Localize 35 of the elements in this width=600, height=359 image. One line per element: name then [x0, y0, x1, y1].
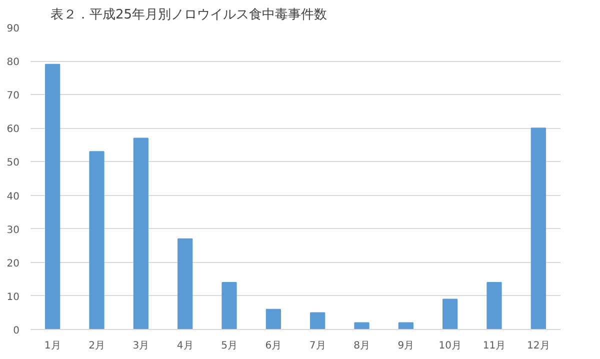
y-tick-label: 30: [6, 224, 20, 236]
y-tick-label: 50: [6, 158, 20, 169]
y-tick-label: 20: [6, 258, 20, 270]
x-tick-label: 5月: [221, 340, 238, 352]
bar: [354, 322, 370, 330]
bar: [89, 151, 104, 330]
x-tick-label: 6月: [265, 340, 282, 352]
bar: [222, 282, 237, 330]
x-tick-label: 3月: [132, 340, 150, 352]
y-tick-label: 60: [6, 124, 20, 136]
x-tick-label: 7月: [309, 340, 326, 352]
bar: [530, 128, 546, 330]
chart-title: 表２．平成25年月別ノロウイルス食中毒事件数: [50, 8, 328, 22]
bar: [45, 64, 60, 330]
bar: [398, 322, 414, 330]
y-tick-label: 80: [6, 57, 20, 68]
bar: [133, 138, 148, 330]
y-tick-label: 0: [13, 326, 20, 336]
y-tick-label: 40: [6, 191, 20, 202]
y-tick-label: 90: [6, 24, 20, 34]
y-tick-label: 10: [6, 292, 20, 303]
x-tick-label: 10月: [438, 340, 462, 352]
x-tick-label: 4月: [176, 340, 194, 352]
x-tick-label: 11月: [482, 340, 506, 352]
bar: [442, 298, 458, 330]
x-tick-label: 8月: [354, 340, 370, 352]
x-tick-label: 9月: [398, 340, 414, 352]
x-tick-label: 2月: [88, 340, 105, 352]
x-tick-label: 1月: [44, 340, 61, 352]
x-tick-label: 12月: [527, 340, 550, 352]
bar: [266, 308, 281, 330]
y-tick-label: 70: [6, 90, 20, 102]
bar: [486, 282, 502, 330]
bar: [178, 238, 193, 330]
bar: [310, 312, 326, 330]
